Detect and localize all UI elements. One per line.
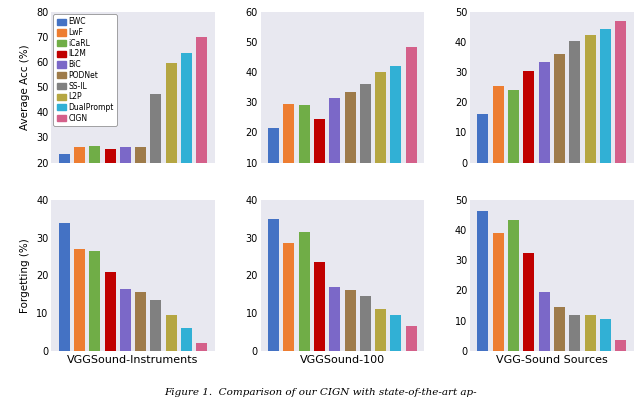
Bar bbox=[584, 314, 596, 351]
Bar bbox=[299, 105, 310, 193]
Bar bbox=[150, 300, 161, 351]
Legend: EWC, LwF, iCaRL, IL2M, BiC, PODNet, SS-IL, L2P, DualPrompt, CIGN: EWC, LwF, iCaRL, IL2M, BiC, PODNet, SS-I… bbox=[54, 15, 117, 126]
Bar bbox=[524, 71, 534, 162]
Bar bbox=[120, 147, 131, 213]
Bar bbox=[329, 98, 340, 193]
Bar bbox=[344, 92, 356, 193]
X-axis label: VGGSound-100: VGGSound-100 bbox=[300, 355, 385, 365]
Bar bbox=[196, 343, 207, 351]
Bar bbox=[268, 219, 279, 351]
Bar bbox=[477, 211, 488, 351]
Bar bbox=[120, 289, 131, 351]
Bar bbox=[615, 21, 626, 162]
Bar bbox=[569, 41, 580, 162]
X-axis label: VGG-Sound Sources: VGG-Sound Sources bbox=[496, 355, 607, 365]
Bar bbox=[89, 146, 100, 213]
Bar bbox=[299, 232, 310, 351]
Bar bbox=[104, 149, 116, 213]
Bar bbox=[314, 262, 325, 351]
Bar bbox=[375, 309, 386, 351]
Bar bbox=[329, 287, 340, 351]
Bar bbox=[135, 147, 146, 213]
Y-axis label: Forgetting (%): Forgetting (%) bbox=[20, 238, 31, 313]
Bar bbox=[493, 233, 504, 351]
Bar bbox=[181, 328, 192, 351]
Bar bbox=[584, 35, 596, 162]
Bar bbox=[524, 253, 534, 351]
Bar bbox=[166, 315, 177, 351]
Bar bbox=[196, 37, 207, 213]
Bar bbox=[390, 66, 401, 193]
Bar bbox=[89, 251, 100, 351]
Bar bbox=[314, 119, 325, 193]
Y-axis label: Average Acc (%): Average Acc (%) bbox=[20, 44, 31, 130]
Bar bbox=[375, 72, 386, 193]
Bar bbox=[135, 292, 146, 351]
Bar bbox=[554, 307, 565, 351]
Bar bbox=[600, 29, 611, 162]
Bar bbox=[284, 243, 294, 351]
Bar bbox=[74, 147, 85, 213]
Bar bbox=[284, 104, 294, 193]
Bar bbox=[150, 93, 161, 213]
Bar bbox=[360, 296, 371, 351]
Bar bbox=[508, 90, 519, 162]
Bar bbox=[554, 54, 565, 162]
Bar bbox=[390, 315, 401, 351]
Bar bbox=[406, 326, 417, 351]
Bar bbox=[406, 47, 417, 193]
Bar bbox=[59, 154, 70, 213]
Bar bbox=[360, 84, 371, 193]
Bar bbox=[74, 249, 85, 351]
Bar bbox=[344, 291, 356, 351]
Bar bbox=[508, 220, 519, 351]
Text: Figure 1.  Comparison of our CIGN with state-of-the-art ap-: Figure 1. Comparison of our CIGN with st… bbox=[164, 388, 476, 397]
Bar bbox=[539, 292, 550, 351]
Bar bbox=[104, 272, 116, 351]
X-axis label: VGGSound-Instruments: VGGSound-Instruments bbox=[67, 355, 198, 365]
Bar bbox=[615, 340, 626, 351]
Bar bbox=[166, 64, 177, 213]
Bar bbox=[59, 223, 70, 351]
Bar bbox=[477, 114, 488, 162]
Bar bbox=[493, 86, 504, 162]
Bar bbox=[539, 62, 550, 162]
Bar bbox=[268, 128, 279, 193]
Bar bbox=[600, 319, 611, 351]
Bar bbox=[181, 54, 192, 213]
Bar bbox=[569, 314, 580, 351]
